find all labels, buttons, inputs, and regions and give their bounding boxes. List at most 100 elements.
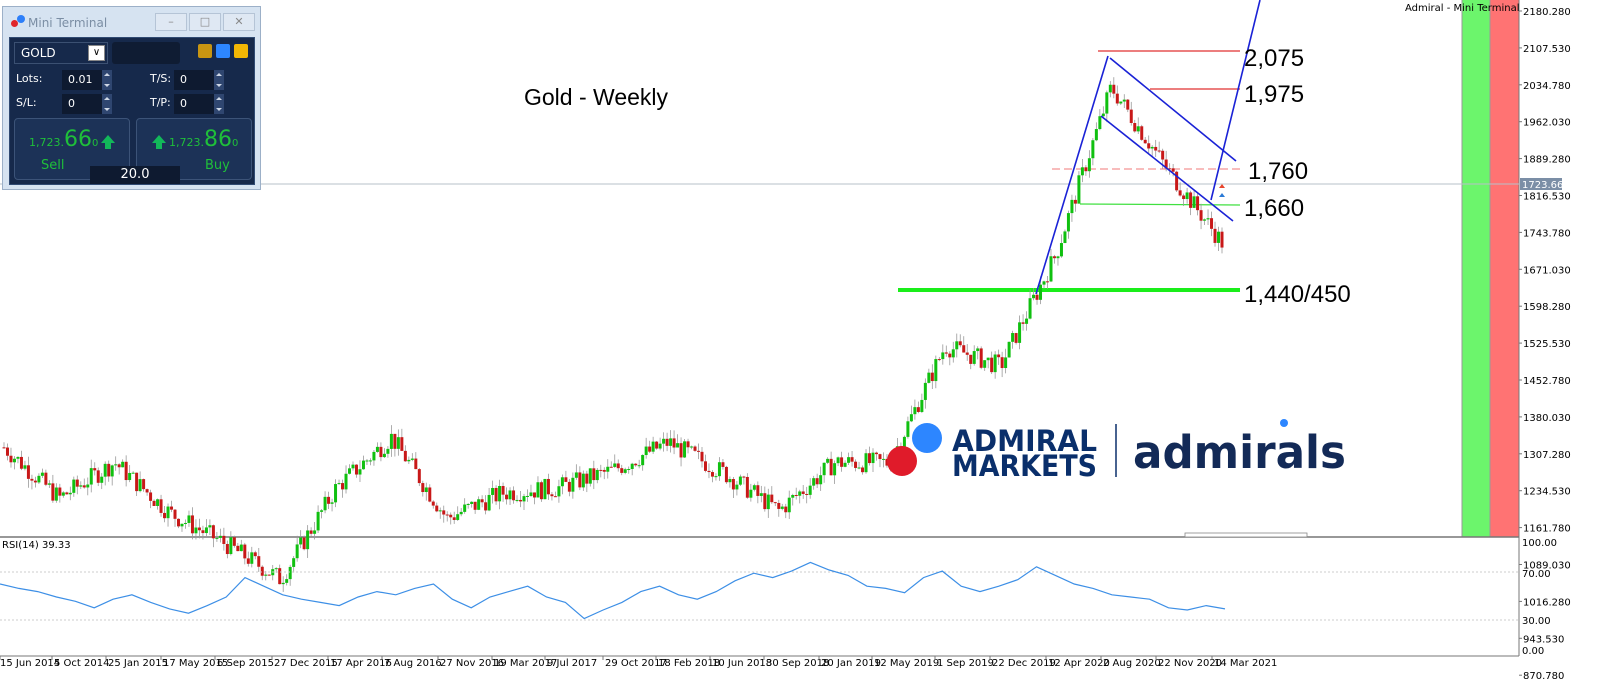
svg-text:22 Nov 2020: 22 Nov 2020: [1158, 658, 1222, 669]
svg-text:870.780: 870.780: [1523, 671, 1564, 682]
symbol-info-box: [112, 42, 180, 64]
buy-label: Buy: [205, 158, 230, 173]
ts-input[interactable]: 0: [174, 70, 214, 90]
rsi-label: RSI(14) 39.33: [2, 540, 71, 551]
label-2075: 2,075: [1244, 45, 1304, 72]
spread-display: 20.0: [90, 166, 180, 184]
current-price-label: 1723.660: [1522, 180, 1570, 191]
svg-text:2034.780: 2034.780: [1523, 81, 1571, 92]
svg-text:17 May 2015: 17 May 2015: [163, 658, 228, 669]
svg-text:27 Nov 2016: 27 Nov 2016: [440, 658, 504, 669]
svg-text:MARKETS: MARKETS: [952, 449, 1097, 483]
svg-text:1307.280: 1307.280: [1523, 450, 1571, 461]
candlesticks: [2, 77, 1224, 592]
svg-text:27 Dec 2015: 27 Dec 2015: [274, 658, 338, 669]
current-price-badge: [1520, 178, 1562, 190]
channel-upper-line[interactable]: [1109, 57, 1237, 162]
copy-icon[interactable]: [198, 44, 212, 58]
svg-text:admirals: admirals: [1133, 426, 1346, 479]
sell-arrow-icon: [1219, 184, 1225, 188]
chevron-down-icon[interactable]: ∨: [88, 45, 105, 61]
svg-text:100.00: 100.00: [1522, 538, 1557, 549]
lots-stepper[interactable]: [102, 70, 112, 90]
gear-icon[interactable]: [216, 44, 230, 58]
svg-text:1598.280: 1598.280: [1523, 302, 1571, 313]
svg-text:25 Jan 2015: 25 Jan 2015: [108, 658, 168, 669]
svg-text:1089.030: 1089.030: [1523, 561, 1571, 572]
svg-text:29 Oct 2017: 29 Oct 2017: [605, 658, 667, 669]
svg-text:2107.530: 2107.530: [1523, 44, 1571, 55]
minimize-button[interactable]: –: [155, 13, 187, 31]
label-1440-450: 1,440/450: [1244, 281, 1351, 308]
buy-volume-bar: [1462, 0, 1490, 537]
logo-blue-dot: [912, 423, 942, 453]
symbol-value: GOLD: [21, 46, 56, 60]
mini-terminal-body: GOLD ∨ Lots: 0.01 S/L: 0 T/S: 0 T/P: 0 1…: [9, 37, 255, 185]
breakout-trendline[interactable]: [1210, 0, 1261, 201]
svg-text:1889.280: 1889.280: [1523, 155, 1571, 166]
svg-text:ADMIRAL: ADMIRAL: [952, 424, 1097, 458]
mini-terminal-window[interactable]: Mini Terminal – □ ✕ GOLD ∨ Lots: 0.01 S/…: [2, 6, 261, 190]
price-axis: 2180.280 2107.530 2034.780 1962.030 1889.280…: [1519, 7, 1571, 682]
chart-title: Gold - Weekly: [524, 84, 669, 110]
svg-text:1525.530: 1525.530: [1523, 339, 1571, 350]
tp-label: T/P:: [150, 96, 171, 109]
svg-text:12 Apr 2020: 12 Apr 2020: [1048, 658, 1110, 669]
svg-text:17 Apr 2016: 17 Apr 2016: [330, 658, 392, 669]
svg-text:7 Aug 2016: 7 Aug 2016: [384, 658, 442, 669]
label-1760: 1,760: [1248, 158, 1308, 185]
svg-text:6 Sep 2015: 6 Sep 2015: [217, 658, 274, 669]
svg-text:30.00: 30.00: [1522, 616, 1551, 627]
admiral-markets-logo: ADMIRAL MARKETS admirals: [887, 419, 1346, 483]
svg-text:1452.780: 1452.780: [1523, 376, 1571, 387]
layout-icon[interactable]: [234, 44, 248, 58]
mini-terminal-titlebar[interactable]: Mini Terminal – □ ✕: [3, 7, 260, 35]
svg-text:1161.780: 1161.780: [1523, 524, 1571, 535]
tp-input[interactable]: 0: [174, 94, 214, 114]
svg-text:1 Sep 2019: 1 Sep 2019: [937, 658, 994, 669]
svg-text:19 Mar 2017: 19 Mar 2017: [494, 658, 557, 669]
restore-button[interactable]: □: [189, 13, 221, 31]
svg-text:20 Jan 2019: 20 Jan 2019: [821, 658, 881, 669]
sl-input[interactable]: 0: [62, 94, 102, 114]
svg-text:18 Feb 2018: 18 Feb 2018: [658, 658, 720, 669]
arrow-up-icon: [152, 135, 166, 149]
svg-text:12 May 2019: 12 May 2019: [874, 658, 939, 669]
svg-text:2 Aug 2020: 2 Aug 2020: [1103, 658, 1161, 669]
svg-text:70.00: 70.00: [1522, 569, 1551, 580]
svg-text:1743.780: 1743.780: [1523, 228, 1571, 239]
svg-text:15 Jun 2014: 15 Jun 2014: [0, 658, 60, 669]
close-button[interactable]: ✕: [223, 13, 255, 31]
channel-lower-line[interactable]: [1100, 115, 1234, 222]
svg-text:1671.030: 1671.030: [1523, 265, 1571, 276]
ts-stepper[interactable]: [214, 70, 224, 90]
sell-volume-bar: [1490, 0, 1519, 537]
ascending-trendline[interactable]: [1035, 55, 1109, 295]
mini-terminal-title: Mini Terminal: [28, 16, 108, 30]
svg-text:10 Jun 2018: 10 Jun 2018: [712, 658, 772, 669]
sell-price: 1,723.660: [29, 127, 118, 152]
buy-arrow-icon: [1219, 193, 1225, 197]
sl-stepper[interactable]: [102, 94, 112, 114]
buy-price: 1,723.860: [149, 127, 238, 152]
rsi-line: [0, 561, 1226, 620]
symbol-select[interactable]: GOLD ∨: [14, 42, 108, 64]
svg-text:943.530: 943.530: [1523, 634, 1564, 645]
sell-label: Sell: [41, 158, 65, 173]
lots-input[interactable]: 0.01: [62, 70, 102, 90]
rsi-axis: 100.00 70.00 30.00 0.00: [1522, 538, 1557, 657]
sl-label: S/L:: [16, 96, 37, 109]
svg-text:0.00: 0.00: [1522, 646, 1544, 657]
svg-text:1962.030: 1962.030: [1523, 118, 1571, 129]
svg-text:1234.530: 1234.530: [1523, 487, 1571, 498]
arrow-up-icon: [101, 135, 116, 149]
tp-stepper[interactable]: [214, 94, 224, 114]
svg-text:22 Dec 2019: 22 Dec 2019: [992, 658, 1056, 669]
chart-shift-marker[interactable]: [1184, 532, 1308, 538]
svg-text:14 Mar 2021: 14 Mar 2021: [1214, 658, 1277, 669]
label-1660: 1,660: [1244, 195, 1304, 222]
svg-text:1380.030: 1380.030: [1523, 413, 1571, 424]
svg-text:2180.280: 2180.280: [1523, 7, 1571, 18]
